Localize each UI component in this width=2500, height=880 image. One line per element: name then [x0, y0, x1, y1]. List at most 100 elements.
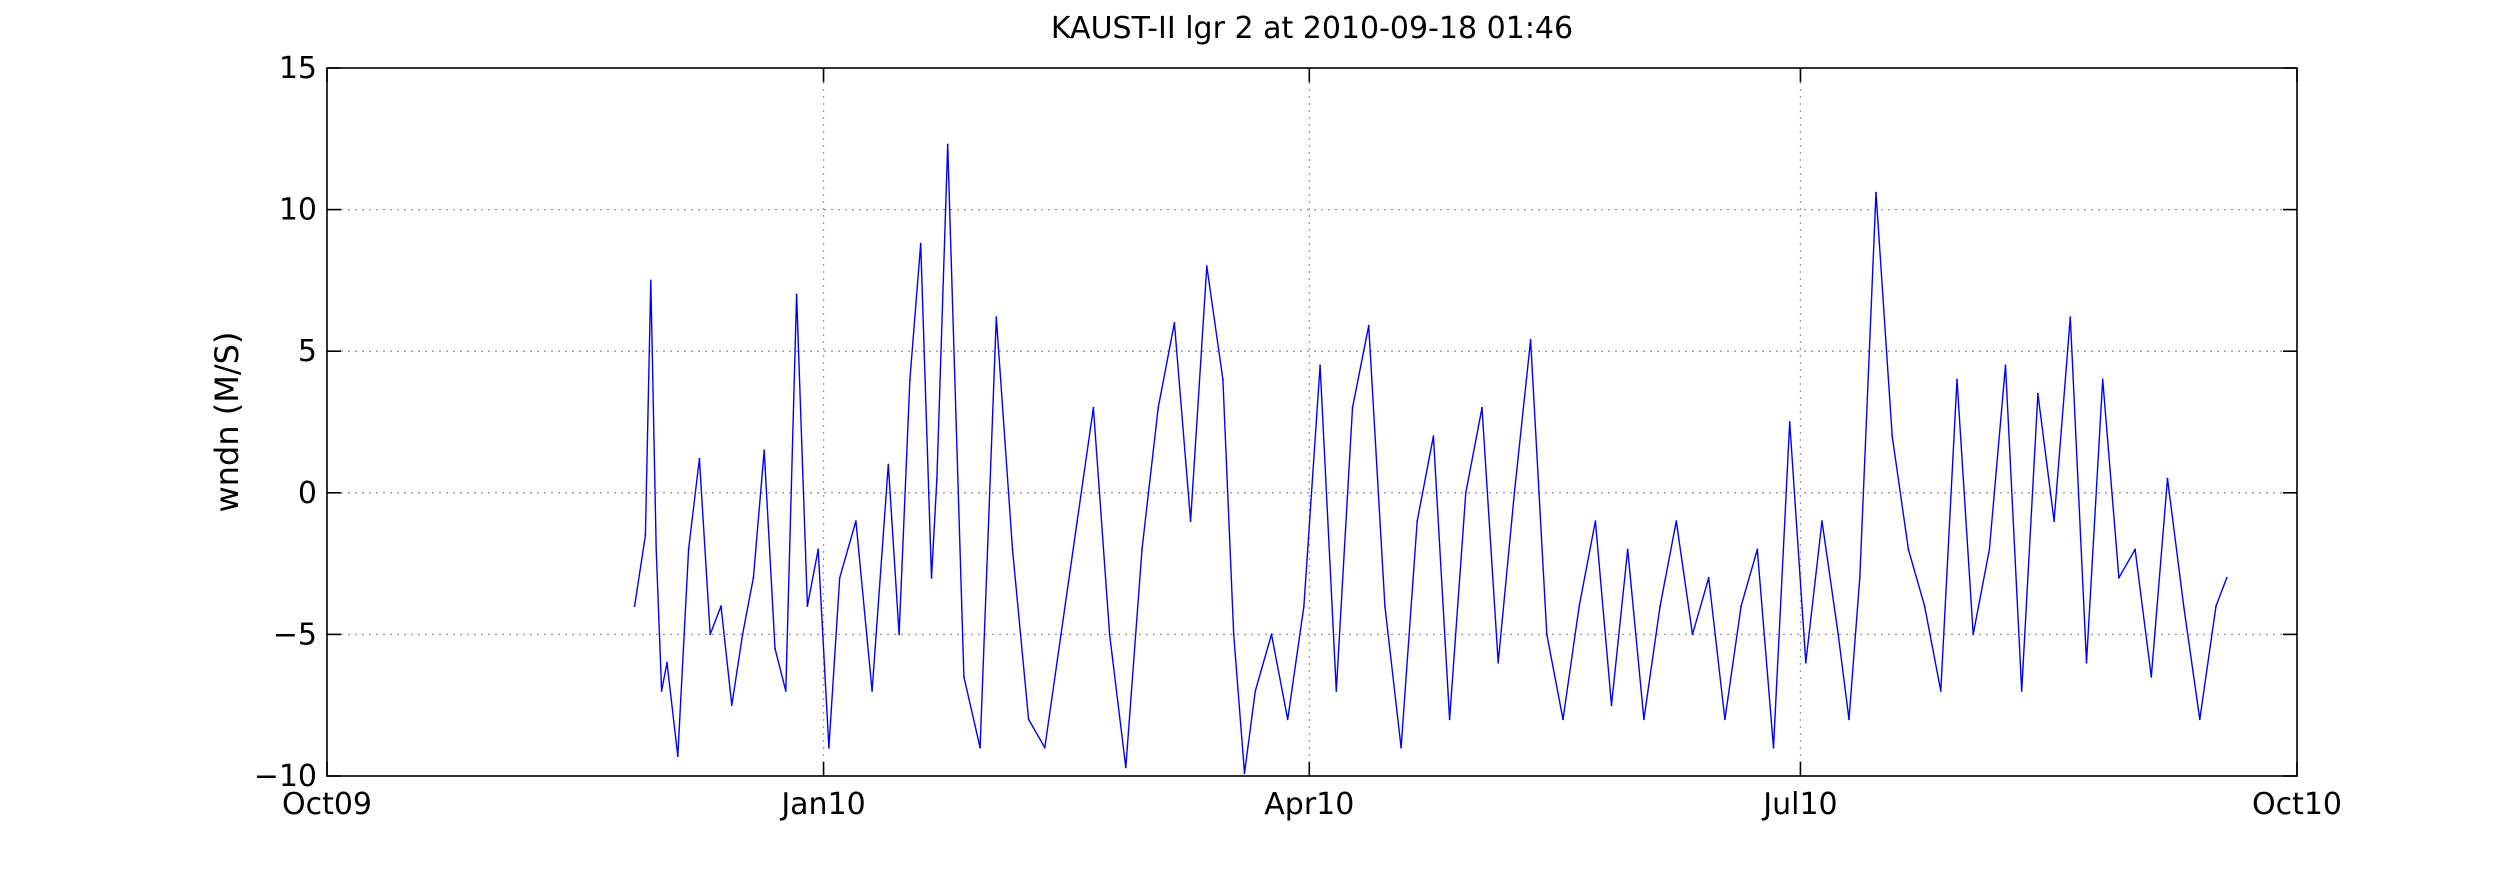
data-point [838, 576, 841, 579]
data-point [1124, 766, 1127, 769]
data-point [2053, 520, 2056, 522]
data-point [2004, 364, 2007, 367]
x-tick-label: Apr10 [1264, 787, 1354, 822]
data-point [995, 316, 998, 319]
data-point [1303, 605, 1305, 607]
data-point [2134, 548, 2137, 551]
data-point [709, 633, 712, 636]
data-point [795, 293, 798, 296]
grid-layer [327, 68, 2297, 776]
data-point [752, 576, 755, 579]
x-tick-label: Oct10 [2252, 787, 2342, 822]
data-point [1319, 364, 1321, 367]
data-point [763, 449, 766, 452]
data-point [1610, 704, 1613, 707]
data-point [1400, 746, 1402, 749]
data-point [1626, 548, 1629, 551]
data-point [963, 676, 965, 678]
data-point [1222, 378, 1224, 381]
data-point [666, 661, 668, 664]
x-tick-label: Oct09 [282, 787, 372, 822]
data-point [1076, 520, 1079, 522]
data-point [1448, 718, 1451, 721]
data-point [855, 520, 857, 522]
data-point [698, 457, 701, 460]
data-point [1367, 324, 1370, 327]
y-tick-label: −10 [254, 759, 317, 794]
data-point [1384, 605, 1386, 607]
data-point [1578, 605, 1581, 607]
tick-layer [326, 67, 2298, 777]
data-point [1707, 576, 1710, 579]
data-point [1189, 520, 1192, 522]
data-point [1939, 690, 1942, 692]
data-point [1972, 633, 1975, 636]
y-tick-label: 15 [279, 51, 317, 86]
data-point [1529, 339, 1532, 341]
x-tick-label: Jan10 [779, 787, 865, 822]
data-point [660, 690, 663, 692]
chart-title: KAUST-II lgr 2 at 2010-09-18 01:46 [1051, 11, 1573, 46]
data-point [2225, 576, 2228, 579]
y-axis-label: wndn (M/S) [208, 332, 246, 513]
data-point [1513, 491, 1516, 494]
plot-area-border [326, 67, 2298, 777]
data-point [2182, 605, 2185, 607]
data-point [1043, 746, 1046, 749]
data-point [1335, 690, 1338, 692]
data-point [2150, 676, 2153, 678]
series-layer [633, 143, 2228, 775]
data-point [1232, 633, 1235, 636]
data-point [1659, 605, 1661, 607]
data-point [1416, 520, 1419, 522]
data-point [633, 605, 636, 607]
data-point [1804, 661, 1807, 664]
data-point [887, 463, 890, 466]
data-point [1173, 322, 1176, 324]
data-point [1243, 772, 1246, 775]
data-point [1157, 406, 1160, 409]
data-point [1497, 661, 1500, 664]
data-point [2215, 605, 2217, 607]
data-point [871, 690, 873, 692]
data-point [784, 690, 787, 692]
data-point [644, 534, 647, 537]
data-point [1432, 435, 1435, 438]
data-point [1675, 520, 1678, 522]
data-point [1027, 718, 1030, 721]
data-point [1481, 406, 1483, 409]
data-point [1254, 690, 1257, 692]
data-point [741, 633, 744, 636]
series-line [633, 143, 2228, 774]
data-point [1092, 406, 1095, 409]
data-point [1858, 576, 1861, 579]
data-point [2118, 576, 2120, 579]
data-point [828, 746, 830, 749]
data-point [2020, 690, 2023, 692]
y-tick-label: 5 [298, 334, 317, 369]
data-point [1756, 548, 1759, 551]
data-point [1923, 605, 1926, 607]
data-point [1464, 491, 1467, 494]
data-point [979, 746, 981, 749]
data-point [1270, 633, 1273, 636]
data-point [2037, 392, 2039, 395]
data-point [1108, 633, 1111, 636]
data-point [655, 548, 658, 551]
data-point [1011, 548, 1014, 551]
data-point [898, 633, 900, 636]
tick-label-layer: −10 −5 0 5 10 15 Oct09 Jan10 Apr10 Jul10 Oct10 [254, 51, 2342, 822]
data-point [2101, 378, 2104, 381]
data-point [1724, 718, 1726, 721]
data-point [676, 755, 679, 758]
data-point [919, 242, 922, 245]
data-point [730, 704, 733, 707]
data-point [1691, 633, 1694, 636]
data-point [1821, 520, 1823, 522]
data-point [1643, 718, 1645, 721]
data-point [930, 576, 933, 579]
data-point [720, 605, 722, 607]
data-point [1205, 265, 1208, 268]
